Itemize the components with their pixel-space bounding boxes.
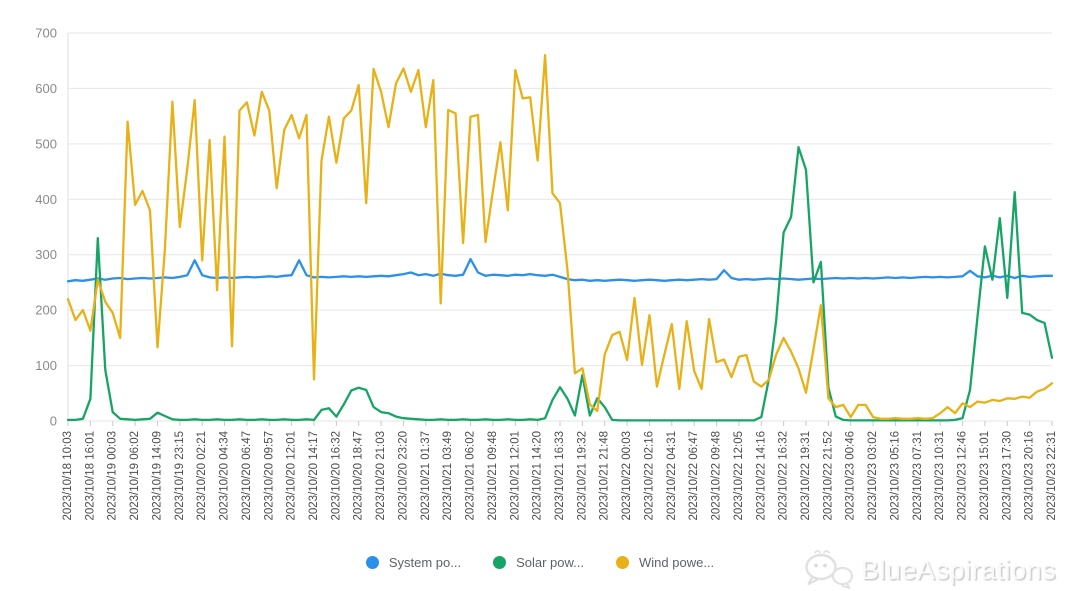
x-axis-labels: 2023/10/18 10:03 2023/10/18 16:01 2023/10/…: [62, 430, 1058, 520]
x-tick-label: 2023/10/22 14:16: [755, 431, 767, 521]
x-tick-label: 2023/10/22 04:31: [666, 431, 678, 521]
x-tick-label: 2023/10/19 14:09: [151, 431, 163, 521]
y-tick-label: 200: [35, 303, 57, 318]
x-tick-label: 2023/10/23 05:16: [889, 431, 901, 521]
y-tick-label: 700: [35, 26, 57, 41]
legend-item-solar-power[interactable]: Solar pow...: [493, 555, 584, 570]
x-tick-label: 2023/10/21 14:20: [532, 431, 544, 521]
y-axis-labels: 0 100 200 300 400 500 600 700: [35, 26, 57, 429]
x-tick-label: 2023/10/23 12:46: [957, 431, 969, 521]
x-tick-label: 2023/10/20 12:01: [286, 431, 298, 521]
series-line-system-po---: [66, 257, 1054, 283]
x-tick-label: 2023/10/23 03:02: [867, 431, 879, 521]
legend-label-system-power: System po...: [388, 555, 462, 570]
x-tick-label: 2023/10/21 19:32: [576, 431, 588, 521]
x-tick-label: 2023/10/23 15:01: [979, 431, 991, 521]
x-tick-label: 2023/10/19 23:15: [174, 431, 186, 521]
x-tick-label: 2023/10/19 00:03: [107, 431, 119, 521]
x-tick-label: 2023/10/23 20:16: [1024, 431, 1036, 521]
x-tick-label: 2023/10/18 10:03: [62, 431, 74, 521]
gridlines: [68, 32, 1052, 422]
x-tick-label: 2023/10/22 06:47: [688, 431, 700, 521]
series-lines: [66, 54, 1054, 422]
x-tick-label: 2023/10/22 09:48: [711, 431, 723, 521]
x-tick-label: 2023/10/21 16:33: [554, 431, 566, 521]
x-tick-label: 2023/10/22 12:05: [733, 431, 745, 521]
x-tick-label: 2023/10/22 19:31: [800, 431, 812, 521]
system-power-dot-icon: [365, 556, 379, 569]
x-tick-label: 2023/10/23 17:30: [1001, 431, 1013, 521]
x-tick-label: 2023/10/21 06:02: [465, 431, 477, 521]
series-line-wind-powe---: [66, 54, 1054, 420]
x-tick-label: 2023/10/20 16:32: [330, 431, 342, 521]
x-tick-label: 2023/10/23 10:31: [934, 431, 946, 521]
solar-power-dot-icon: [493, 556, 507, 569]
series-line-solar-pow---: [66, 146, 1054, 422]
y-tick-label: 100: [35, 358, 57, 373]
wind-power-dot-icon: [616, 556, 630, 569]
x-tick-label: 2023/10/22 00:03: [621, 431, 633, 521]
x-tick-label: 2023/10/20 06:47: [241, 431, 253, 521]
x-tick-label: 2023/10/21 09:48: [487, 431, 499, 521]
x-tick-label: 2023/10/20 02:21: [196, 431, 208, 521]
x-tick-label: 2023/10/20 23:20: [397, 431, 409, 521]
legend-item-wind-power[interactable]: Wind powe...: [616, 555, 714, 570]
y-tick-label: 500: [35, 136, 57, 151]
x-tick-label: 2023/10/20 21:03: [375, 431, 387, 521]
y-tick-label: 600: [35, 81, 57, 96]
y-tick-label: 400: [35, 192, 57, 207]
y-tick-label: 300: [35, 247, 57, 262]
x-tick-label: 2023/10/18 16:01: [84, 431, 96, 521]
x-tick-label: 2023/10/21 21:48: [599, 431, 611, 521]
x-tick-label: 2023/10/20 09:57: [263, 431, 275, 521]
x-axis-ticks: [67, 421, 1053, 426]
x-tick-label: 2023/10/20 18:47: [353, 431, 365, 521]
x-tick-label: 2023/10/23 07:31: [912, 431, 924, 521]
x-tick-label: 2023/10/22 02:16: [643, 431, 655, 521]
x-tick-label: 2023/10/21 12:01: [509, 431, 521, 521]
x-tick-label: 2023/10/22 16:32: [778, 431, 790, 521]
x-tick-label: 2023/10/20 14:17: [308, 431, 320, 521]
x-tick-label: 2023/10/21 01:37: [420, 431, 432, 521]
x-tick-label: 2023/10/20 04:34: [219, 430, 231, 520]
legend-label-wind-power: Wind powe...: [639, 555, 715, 570]
x-tick-label: 2023/10/21 03:49: [442, 431, 454, 521]
chart-legend: System po... Solar pow... Wind powe...: [150, 555, 930, 570]
y-tick-label: 0: [50, 414, 57, 429]
legend-label-solar-power: Solar pow...: [516, 555, 585, 570]
x-tick-label: 2023/10/19 06:02: [129, 431, 141, 521]
legend-item-system-power[interactable]: System po...: [365, 555, 462, 570]
x-tick-label: 2023/10/23 00:46: [845, 431, 857, 521]
x-tick-label: 2023/10/22 21:52: [822, 431, 834, 521]
x-tick-label: 2023/10/23 22:31: [1046, 431, 1058, 521]
